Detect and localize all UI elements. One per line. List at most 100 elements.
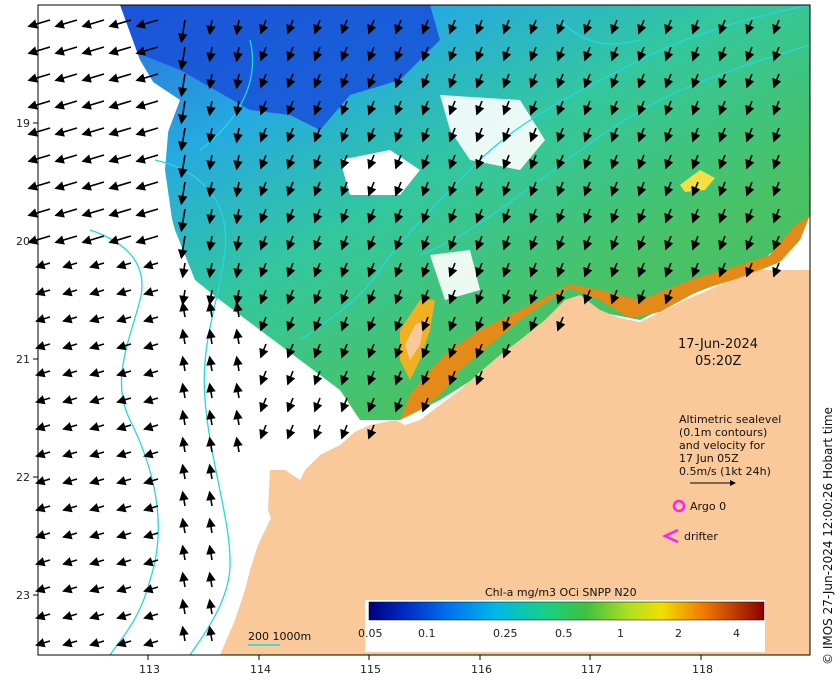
velocity-arrow <box>35 314 51 324</box>
velocity-arrow <box>691 154 701 170</box>
velocity-arrow <box>116 422 132 432</box>
map-area <box>27 4 811 656</box>
velocity-arrow <box>475 127 485 143</box>
velocity-arrow <box>340 343 350 359</box>
legend-line: 0.5m/s (1kt 24h) <box>679 465 771 478</box>
velocity-arrow <box>89 368 105 378</box>
velocity-arrow <box>421 181 431 197</box>
velocity-arrow <box>35 638 51 648</box>
velocity-arrow <box>54 73 78 83</box>
velocity-arrow <box>691 46 701 62</box>
velocity-arrow <box>89 584 105 594</box>
velocity-arrow <box>206 235 216 252</box>
velocity-arrow <box>502 46 512 62</box>
velocity-arrow <box>35 611 51 621</box>
velocity-arrow <box>27 208 51 218</box>
velocity-arrow <box>35 530 51 540</box>
velocity-arrow <box>89 611 105 621</box>
velocity-arrow <box>529 127 539 143</box>
velocity-arrow <box>691 208 701 224</box>
velocity-arrow <box>664 100 674 116</box>
velocity-arrow <box>27 181 51 191</box>
lon-tick-label: 116 <box>471 663 492 676</box>
velocity-arrow <box>143 260 159 270</box>
velocity-arrow <box>206 154 216 171</box>
velocity-arrow <box>81 127 105 137</box>
velocity-arrow <box>179 463 189 480</box>
velocity-arrow <box>367 19 377 35</box>
velocity-arrow <box>259 127 269 143</box>
velocity-arrow <box>556 208 566 224</box>
velocity-arrow <box>583 100 593 116</box>
velocity-arrow <box>233 208 243 225</box>
lat-tick-label: 19 <box>16 117 30 130</box>
velocity-arrow <box>745 154 755 170</box>
velocity-arrow <box>54 181 78 191</box>
lon-tick-label: 117 <box>581 663 602 676</box>
velocity-arrow <box>286 343 296 359</box>
velocity-arrow <box>637 289 647 305</box>
velocity-arrow <box>89 314 105 324</box>
velocity-arrow <box>718 127 728 143</box>
depth-scale: 200 1000m <box>248 630 311 646</box>
velocity-arrow <box>206 328 216 345</box>
velocity-arrow <box>313 289 323 305</box>
velocity-arrow <box>502 235 512 251</box>
colorbar-title: Chl-a mg/m3 OCi SNPP N20 <box>485 586 637 599</box>
velocity-arrow <box>475 289 485 305</box>
velocity-arrow <box>206 289 216 306</box>
velocity-arrow <box>313 343 323 359</box>
velocity-arrow <box>772 262 782 278</box>
velocity-arrow <box>206 127 216 144</box>
velocity-arrow <box>502 19 512 35</box>
velocity-arrow <box>233 436 243 453</box>
velocity-arrow <box>691 100 701 116</box>
velocity-arrow <box>691 235 701 251</box>
velocity-arrow <box>772 181 782 197</box>
land-island <box>405 320 425 360</box>
velocity-arrow <box>745 100 755 116</box>
velocity-arrow <box>116 287 132 297</box>
velocity-arrow <box>394 397 404 413</box>
velocity-arrow <box>62 395 78 405</box>
velocity-arrow <box>89 638 105 648</box>
velocity-arrow <box>502 181 512 197</box>
velocity-arrow <box>340 208 350 224</box>
velocity-arrow <box>108 208 132 218</box>
velocity-arrow <box>421 397 431 413</box>
velocity-arrow <box>81 19 105 29</box>
velocity-arrow <box>259 289 269 305</box>
velocity-arrow <box>89 341 105 351</box>
velocity-arrow <box>313 127 323 143</box>
velocity-arrow <box>179 409 189 426</box>
velocity-arrow <box>340 370 350 386</box>
velocity-arrow <box>89 503 105 513</box>
velocity-arrow <box>286 289 296 305</box>
velocity-arrow <box>637 19 647 35</box>
velocity-arrow <box>135 46 159 56</box>
velocity-arrow <box>313 46 323 62</box>
velocity-arrow <box>610 262 620 278</box>
velocity-arrow <box>610 208 620 224</box>
velocity-arrow <box>108 19 132 29</box>
velocity-arrow <box>259 235 269 251</box>
velocity-arrow <box>421 262 431 278</box>
velocity-arrow <box>62 341 78 351</box>
velocity-arrow <box>179 328 189 345</box>
velocity-arrow <box>81 208 105 218</box>
velocity-arrow <box>475 208 485 224</box>
velocity-arrow <box>745 46 755 62</box>
velocity-arrow <box>233 181 243 198</box>
velocity-arrow <box>367 424 377 440</box>
velocity-arrow <box>367 289 377 305</box>
velocity-arrow <box>35 422 51 432</box>
velocity-arrow <box>62 530 78 540</box>
velocity-arrow <box>475 154 485 170</box>
velocity-arrow <box>177 19 188 44</box>
velocity-arrow <box>62 611 78 621</box>
velocity-arrow <box>286 208 296 224</box>
velocity-arrow <box>745 19 755 35</box>
velocity-arrow <box>81 154 105 164</box>
velocity-arrow <box>286 19 296 35</box>
